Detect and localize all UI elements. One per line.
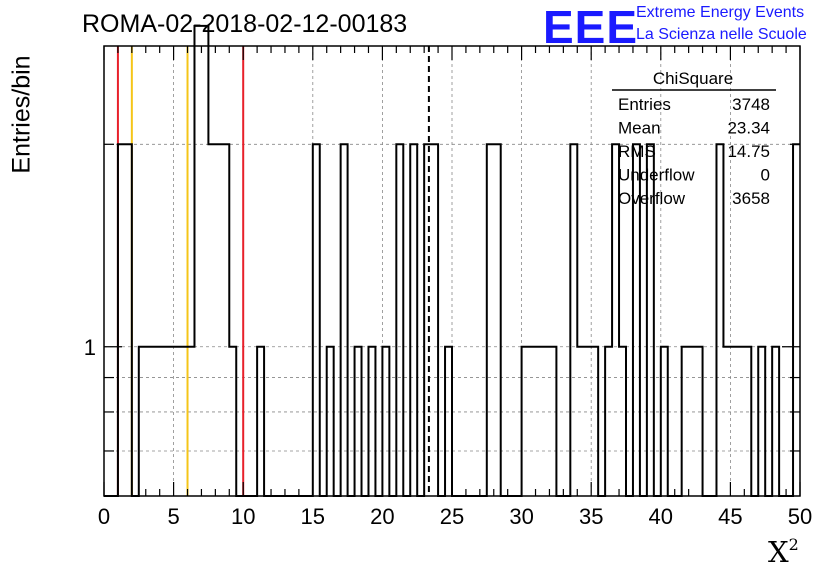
stats-box: ChiSquare Entries 3748 Mean 23.34 RMS 14.75 Un… — [612, 69, 776, 208]
stats-row-label: Mean — [618, 119, 661, 138]
eee-logo: EEE — [543, 1, 639, 53]
x-tick-label: 15 — [301, 504, 325, 529]
x-tick-label: 0 — [98, 504, 110, 529]
x-tick-label: 40 — [649, 504, 673, 529]
x-tick-label: 35 — [579, 504, 603, 529]
stats-row-value: 14.75 — [727, 142, 770, 161]
y-tick-label: 1 — [84, 335, 96, 360]
stats-row-value: 23.34 — [727, 119, 770, 138]
x-axis-label-sup: 2 — [788, 535, 799, 554]
x-tick-label: 45 — [718, 504, 742, 529]
x-tick-label: 30 — [509, 504, 533, 529]
axes: 0 5 10 15 20 25 30 35 40 45 50 1 — [84, 45, 812, 529]
stats-row-value: 3748 — [732, 95, 770, 114]
stats-row-value: 3658 — [732, 189, 770, 208]
stats-row-label: RMS — [618, 142, 656, 161]
x-axis-label: X2 — [768, 535, 799, 569]
stats-box-title: ChiSquare — [653, 69, 733, 88]
org-name-line2: La Scienza nelle Scuole — [636, 26, 807, 43]
org-name-line1: Extreme Energy Events — [636, 4, 805, 21]
x-tick-label: 20 — [370, 504, 394, 529]
x-axis-label-main: X — [768, 535, 789, 569]
stats-row-value: 0 — [761, 166, 770, 185]
stats-row-label: Entries — [618, 95, 671, 114]
x-tick-label: 5 — [167, 504, 179, 529]
x-tick-label: 50 — [788, 504, 812, 529]
x-tick-label: 25 — [440, 504, 464, 529]
page-title: ROMA-02-2018-02-12-00183 — [82, 10, 408, 38]
stats-row-label: Overflow — [618, 189, 686, 208]
stats-row-label: Underflow — [618, 166, 695, 185]
x-tick-label: 10 — [231, 504, 255, 529]
